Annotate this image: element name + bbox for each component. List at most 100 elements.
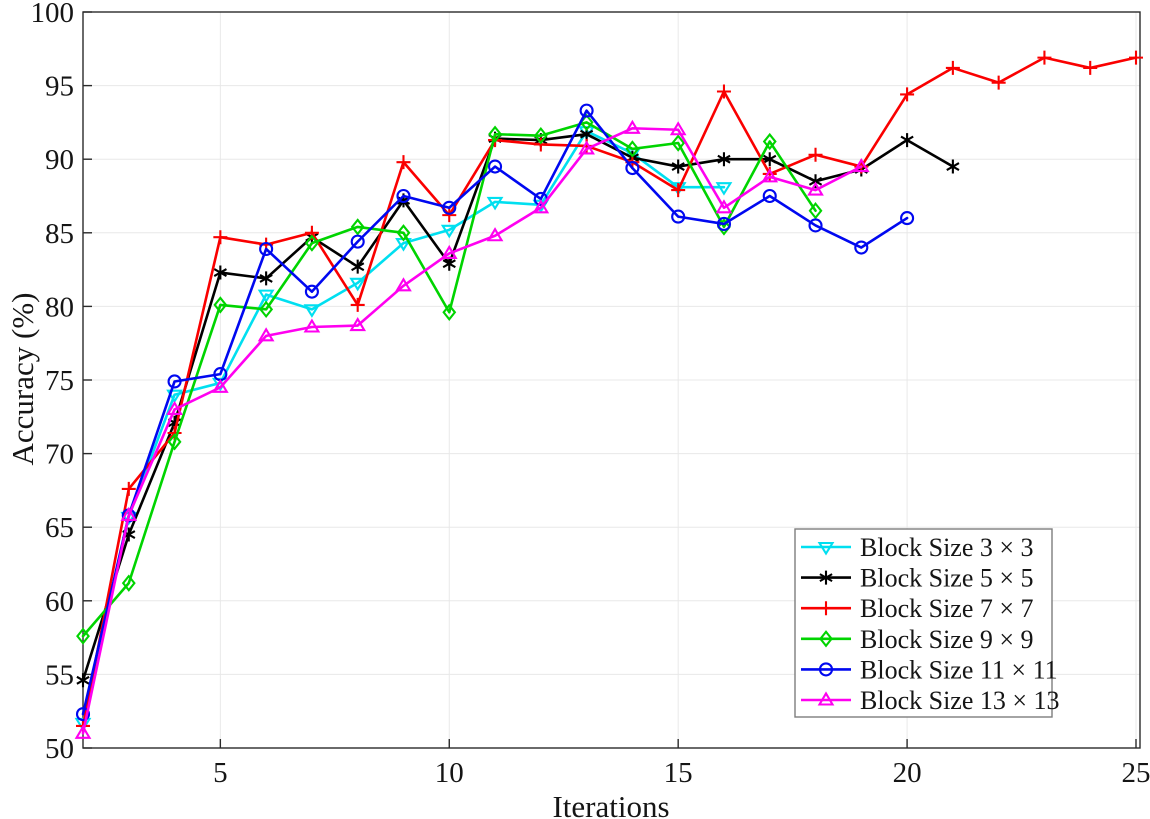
triangle-down-marker bbox=[166, 389, 183, 404]
legend-label: Block Size 3 × 3 bbox=[860, 533, 1034, 562]
series-block-size-5-5 bbox=[76, 127, 960, 688]
y-tick-label: 95 bbox=[45, 71, 74, 103]
triangle-up-marker bbox=[395, 277, 412, 292]
circle-marker bbox=[808, 218, 823, 233]
diamond-marker bbox=[304, 234, 319, 252]
asterisk-marker bbox=[351, 259, 365, 274]
y-tick-label: 50 bbox=[45, 733, 74, 765]
asterisk-marker bbox=[763, 152, 777, 167]
x-tick-label: 10 bbox=[435, 757, 464, 789]
plus-marker bbox=[350, 297, 365, 312]
circle-marker bbox=[854, 240, 869, 255]
diamond-marker bbox=[350, 218, 365, 236]
y-tick-label: 70 bbox=[45, 439, 74, 471]
circle-marker bbox=[75, 707, 91, 722]
legend-label: Block Size 13 × 13 bbox=[860, 686, 1060, 715]
triangle-up-marker bbox=[624, 119, 641, 134]
circle-marker bbox=[579, 103, 594, 118]
asterisk-marker bbox=[808, 174, 823, 189]
triangle-up-marker bbox=[817, 691, 835, 706]
asterisk-marker bbox=[213, 265, 227, 280]
triangle-down-marker bbox=[715, 182, 733, 196]
legend-entry-block-size-11-11: Block Size 11 × 11 bbox=[801, 655, 1058, 684]
circle-marker bbox=[304, 284, 319, 299]
triangle-up-marker bbox=[212, 378, 229, 393]
triangle-down-marker bbox=[303, 304, 321, 318]
series-line bbox=[81, 129, 726, 725]
series-block-size-13-13 bbox=[74, 119, 870, 739]
y-tick-label: 80 bbox=[45, 291, 74, 323]
legend-label: Block Size 7 × 7 bbox=[860, 594, 1034, 623]
asterisk-marker bbox=[76, 673, 90, 688]
series-line bbox=[81, 121, 817, 638]
y-tick-labels: 50 55 60 65 70 75 80 85 90 95 100 bbox=[31, 0, 75, 765]
plus-marker bbox=[1037, 50, 1052, 65]
diamond-marker bbox=[76, 627, 90, 645]
diamond-marker bbox=[167, 433, 182, 451]
diamond-marker bbox=[488, 125, 502, 143]
series-line bbox=[81, 132, 955, 682]
diamond-marker bbox=[533, 126, 548, 145]
legend-box bbox=[794, 528, 1053, 718]
legend-entry-block-size-9-9: Block Size 9 × 9 bbox=[801, 625, 1034, 654]
y-tick-label: 90 bbox=[45, 144, 74, 176]
series-line bbox=[81, 126, 863, 735]
legend-entry-block-size-5-5: Block Size 5 × 5 bbox=[801, 564, 1034, 593]
diamond-marker bbox=[808, 202, 823, 220]
y-tick-label: 85 bbox=[45, 218, 74, 250]
triangle-down-marker bbox=[440, 224, 458, 239]
legend-label: Block Size 11 × 11 bbox=[860, 655, 1058, 684]
circle-marker bbox=[442, 200, 457, 215]
plus-marker bbox=[1083, 60, 1098, 75]
triangle-up-marker bbox=[486, 227, 504, 242]
triangle-up-marker bbox=[669, 121, 687, 136]
diamond-marker bbox=[121, 574, 136, 592]
asterisk-marker bbox=[259, 271, 273, 286]
x-tick-label: 5 bbox=[213, 757, 228, 789]
triangle-up-marker bbox=[807, 181, 824, 196]
asterisk-marker bbox=[946, 159, 960, 174]
triangle-up-marker bbox=[74, 724, 92, 739]
legend-entry-block-size-7-7: Block Size 7 × 7 bbox=[801, 594, 1034, 623]
triangle-up-marker bbox=[578, 140, 595, 155]
x-tick-label: 20 bbox=[893, 757, 922, 789]
plus-marker bbox=[808, 147, 823, 162]
legend-label: Block Size 9 × 9 bbox=[860, 625, 1034, 654]
diamond-marker bbox=[762, 132, 777, 151]
y-axis-label: Accuracy (%) bbox=[5, 292, 40, 466]
triangle-up-marker bbox=[532, 199, 550, 214]
legend-entry-block-size-3-3: Block Size 3 × 3 bbox=[801, 533, 1034, 562]
triangle-down-marker bbox=[486, 196, 504, 211]
triangle-up-marker bbox=[852, 157, 870, 173]
triangle-up-marker bbox=[303, 318, 321, 333]
circle-marker bbox=[900, 211, 915, 226]
asterisk-marker bbox=[819, 570, 833, 585]
asterisk-marker bbox=[900, 133, 914, 148]
circle-marker bbox=[350, 234, 365, 249]
plus-marker bbox=[1129, 50, 1143, 65]
y-tick-label: 75 bbox=[45, 365, 74, 397]
diamond-marker bbox=[213, 296, 228, 314]
series-block-size-7-7 bbox=[76, 50, 1143, 733]
diamond-marker bbox=[259, 300, 274, 319]
series-line bbox=[81, 56, 1138, 728]
diamond-marker bbox=[625, 140, 640, 158]
plus-marker bbox=[121, 481, 136, 496]
triangle-down-marker bbox=[257, 289, 275, 304]
x-axis-label: Iterations bbox=[552, 789, 670, 819]
y-tick-label: 100 bbox=[31, 0, 75, 29]
plus-marker bbox=[442, 208, 457, 223]
x-tick-label: 15 bbox=[664, 757, 693, 789]
circle-marker bbox=[167, 374, 182, 389]
plus-marker bbox=[213, 230, 228, 245]
diamond-marker bbox=[671, 134, 686, 152]
axis-ticks bbox=[83, 11, 1137, 749]
asterisk-marker bbox=[442, 256, 456, 271]
legend-label: Block Size 5 × 5 bbox=[860, 564, 1034, 593]
plus-marker bbox=[819, 601, 833, 616]
triangle-up-marker bbox=[349, 316, 367, 332]
circle-marker bbox=[671, 209, 686, 224]
x-tick-labels: 5 10 15 20 25 bbox=[213, 757, 1150, 789]
